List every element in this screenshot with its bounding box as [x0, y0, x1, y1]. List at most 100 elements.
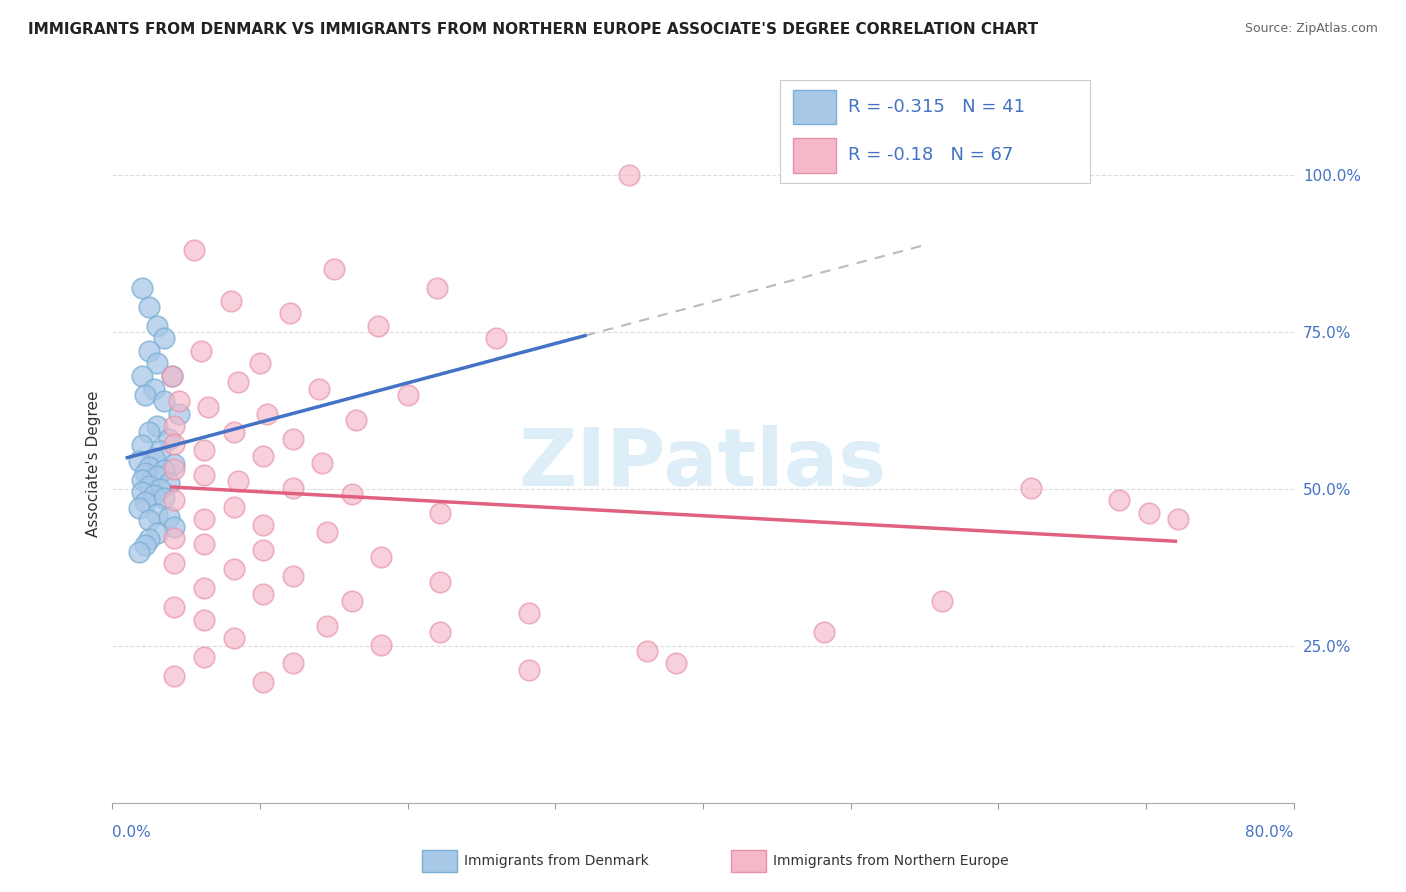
Point [226, 475, 249, 489]
Point [163, 519, 186, 533]
Point [157, 475, 180, 490]
Point [370, 549, 392, 564]
Point [252, 543, 274, 558]
FancyBboxPatch shape [793, 89, 837, 124]
Point [252, 518, 274, 533]
Point [163, 556, 186, 570]
Point [429, 625, 451, 640]
Point [146, 318, 169, 333]
Point [222, 562, 245, 576]
Point [190, 343, 212, 358]
Point [429, 574, 451, 589]
Point [429, 506, 451, 520]
Point [131, 368, 153, 383]
Text: 80.0%: 80.0% [1246, 825, 1294, 840]
Point [370, 638, 392, 652]
Point [128, 545, 150, 559]
Text: IMMIGRANTS FROM DENMARK VS IMMIGRANTS FROM NORTHERN EUROPE ASSOCIATE'S DEGREE CO: IMMIGRANTS FROM DENMARK VS IMMIGRANTS FR… [28, 22, 1038, 37]
Point [157, 510, 180, 524]
Point [619, 168, 641, 182]
Point [138, 343, 160, 358]
Point [153, 394, 176, 409]
Point [153, 491, 176, 506]
Point [153, 463, 176, 477]
Point [138, 300, 160, 314]
Point [517, 606, 540, 620]
Point [193, 581, 215, 595]
Point [138, 479, 160, 493]
Point [367, 318, 389, 333]
Point [163, 462, 186, 476]
Text: R = -0.18   N = 67: R = -0.18 N = 67 [848, 146, 1014, 164]
Point [163, 669, 186, 683]
Point [163, 419, 186, 434]
Point [128, 500, 150, 515]
Point [1108, 493, 1130, 508]
Point [131, 438, 153, 452]
Point [665, 657, 688, 671]
Text: R = -0.315   N = 41: R = -0.315 N = 41 [848, 98, 1025, 116]
Point [163, 493, 186, 508]
Point [131, 281, 153, 295]
Point [193, 468, 215, 483]
Point [146, 469, 169, 483]
Point [252, 450, 274, 464]
Point [131, 473, 153, 487]
Point [249, 356, 271, 370]
Point [340, 487, 363, 501]
Point [134, 467, 156, 481]
Point [142, 450, 165, 465]
Point [517, 663, 540, 677]
Point [193, 650, 215, 665]
Point [163, 531, 186, 545]
Point [226, 376, 249, 390]
Point [311, 456, 333, 470]
Point [163, 436, 186, 450]
Point [153, 331, 176, 345]
Point [222, 425, 245, 440]
Point [149, 444, 172, 458]
Point [813, 625, 835, 640]
Point [485, 331, 508, 345]
Text: Immigrants from Northern Europe: Immigrants from Northern Europe [773, 854, 1010, 868]
Point [167, 394, 190, 409]
Point [146, 356, 169, 370]
Point [149, 482, 172, 496]
Point [256, 407, 278, 421]
Point [315, 619, 337, 633]
Point [344, 413, 367, 427]
Text: ZIPatlas: ZIPatlas [519, 425, 887, 503]
Point [281, 432, 304, 446]
Point [160, 368, 183, 383]
Point [183, 244, 205, 258]
Point [252, 675, 274, 690]
Point [163, 599, 186, 614]
Point [636, 644, 658, 658]
Point [128, 453, 150, 467]
Point [142, 382, 165, 396]
Point [193, 512, 215, 526]
Point [1019, 481, 1042, 495]
Point [222, 500, 245, 514]
Point [193, 443, 215, 458]
FancyBboxPatch shape [793, 137, 837, 173]
Point [396, 388, 419, 402]
Point [138, 513, 160, 527]
Point [1137, 506, 1160, 520]
Point [163, 457, 186, 471]
Point [146, 507, 169, 521]
Point [131, 485, 153, 500]
Text: 0.0%: 0.0% [112, 825, 152, 840]
Point [315, 524, 337, 539]
Point [134, 538, 156, 552]
Point [222, 632, 245, 646]
Point [308, 382, 330, 396]
Point [323, 262, 346, 277]
Text: Immigrants from Denmark: Immigrants from Denmark [464, 854, 648, 868]
Point [134, 388, 156, 402]
Point [134, 494, 156, 508]
Point [160, 368, 183, 383]
Point [278, 306, 301, 320]
Point [219, 293, 242, 308]
Point [138, 425, 160, 440]
